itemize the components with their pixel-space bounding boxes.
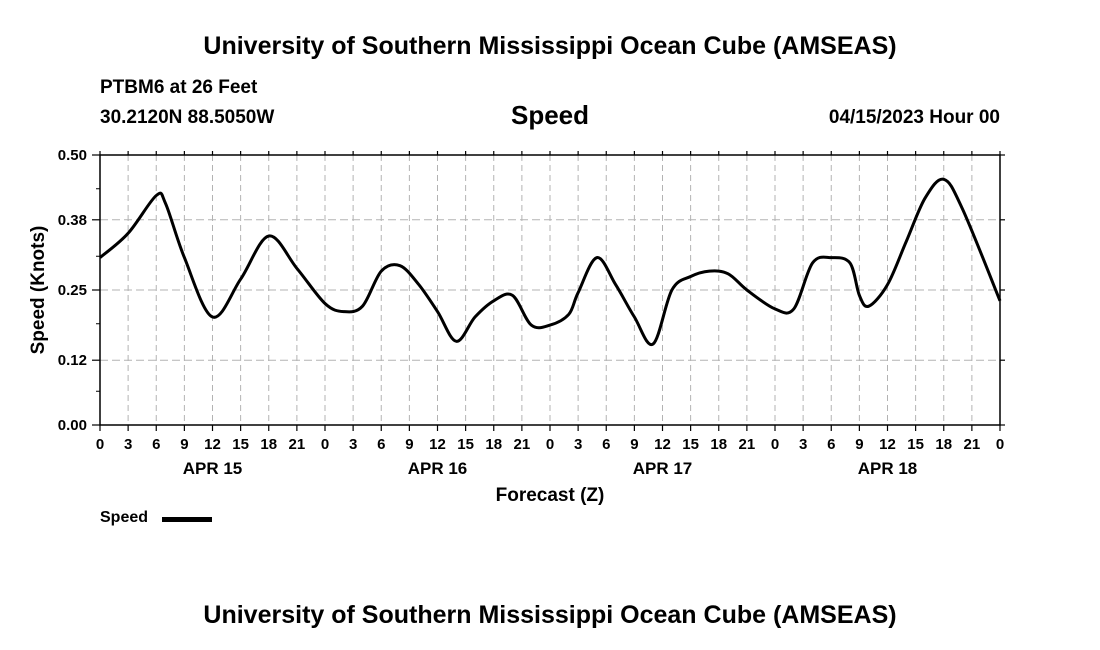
chart-grid [100, 155, 1000, 425]
y-tick-label: 0.38 [58, 212, 87, 229]
x-tick-label: 9 [405, 436, 413, 453]
x-tick-label: 6 [377, 436, 385, 453]
x-tick-label: 3 [799, 436, 807, 453]
x-tick-label: 15 [232, 436, 249, 453]
forecast-datetime: 04/15/2023 Hour 00 [828, 107, 1000, 128]
x-tick-label: 9 [180, 436, 188, 453]
x-axis-title: Forecast (Z) [496, 485, 605, 506]
x-tick-label: 0 [771, 436, 779, 453]
y-axis-title: Speed (Knots) [28, 226, 49, 355]
x-day-label: APR 18 [858, 459, 918, 478]
x-tick-label: 12 [879, 436, 896, 453]
y-tick-label: 0.50 [58, 147, 87, 164]
legend-swatch [162, 517, 212, 522]
y-tick-label: 0.00 [58, 417, 87, 434]
speed-series-line [99, 177, 1002, 347]
chart-header-title: University of Southern Mississippi Ocean… [203, 32, 897, 60]
x-tick-label: 21 [739, 436, 756, 453]
x-day-label: APR 15 [183, 459, 243, 478]
y-tick-label: 0.25 [58, 282, 87, 299]
x-tick-label: 3 [574, 436, 582, 453]
x-tick-label: 6 [152, 436, 160, 453]
x-tick-label: 15 [682, 436, 699, 453]
y-tick-label: 0.12 [58, 352, 87, 369]
chart-ticks [92, 151, 1005, 431]
x-tick-label: 15 [907, 436, 924, 453]
x-tick-label: 6 [602, 436, 610, 453]
x-tick-label: 9 [855, 436, 863, 453]
chart-title: Speed [510, 100, 590, 130]
station-coordinates: 30.2120N 88.5050W [100, 107, 275, 128]
plot-frame [99, 154, 1001, 426]
x-day-label: APR 16 [408, 459, 468, 478]
x-tick-label: 12 [654, 436, 671, 453]
x-tick-label: 21 [514, 436, 531, 453]
x-tick-label: 18 [710, 436, 727, 453]
x-tick-label: 0 [996, 436, 1004, 453]
x-tick-label: 3 [124, 436, 132, 453]
x-tick-label: 9 [630, 436, 638, 453]
x-tick-label: 12 [429, 436, 446, 453]
x-tick-label: 0 [96, 436, 104, 453]
x-day-label: APR 17 [633, 459, 693, 478]
x-tick-label: 12 [204, 436, 221, 453]
x-tick-label: 15 [457, 436, 474, 453]
legend-label: Speed [100, 509, 149, 526]
x-tick-label: 21 [964, 436, 981, 453]
x-tick-label: 6 [827, 436, 835, 453]
station-label: PTBM6 at 26 Feet [100, 77, 258, 98]
chart-labels: 0 3 6 9 12 15 18 21 0 3 6 9 12 15 18 21 0 3 6 9 12 15 18 21 0 3 6 9… [28, 147, 1004, 506]
chart-footer-title: University of Southern Mississippi Ocean… [203, 601, 897, 629]
x-tick-label: 21 [289, 436, 306, 453]
x-tick-label: 0 [321, 436, 329, 453]
x-tick-label: 3 [349, 436, 357, 453]
x-tick-label: 0 [546, 436, 554, 453]
x-tick-label: 18 [260, 436, 277, 453]
x-tick-label: 18 [485, 436, 502, 453]
x-tick-label: 18 [935, 436, 952, 453]
